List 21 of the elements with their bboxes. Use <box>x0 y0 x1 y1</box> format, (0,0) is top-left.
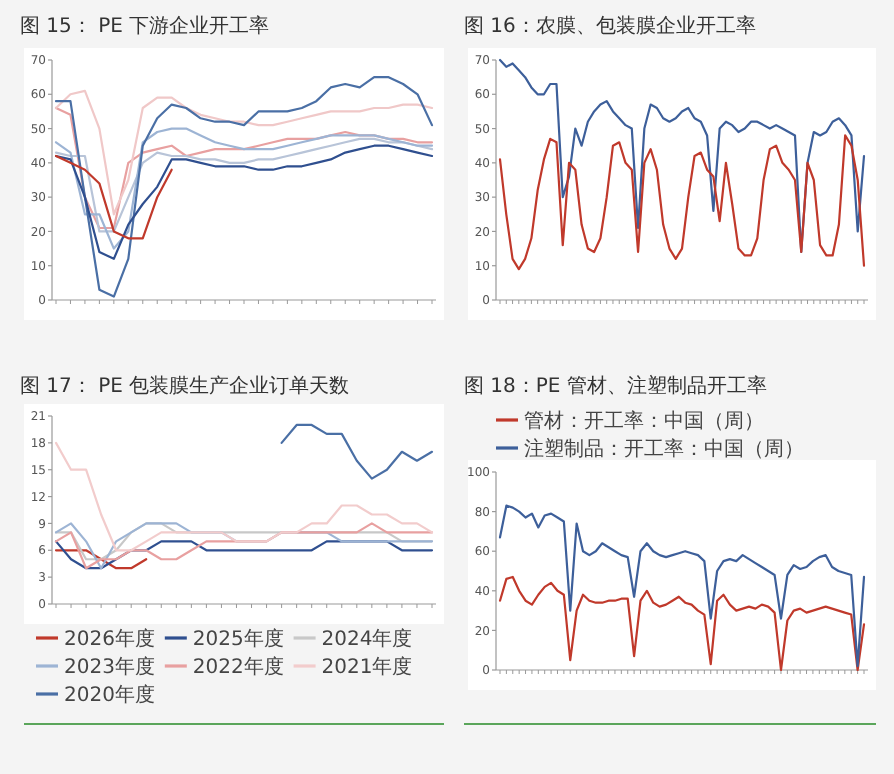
chart-title: 图 15： PE 下游企业开工率 <box>20 14 270 38</box>
legend-label: 2023年度 <box>64 655 155 679</box>
legend-label: 2022年度 <box>192 655 284 679</box>
legend-label: 2020年度 <box>64 683 155 707</box>
chart-title: 图 18：PE 管材、注塑制品开工率 <box>464 374 767 398</box>
chart-title: 图 16：农膜、包装膜企业开工率 <box>464 14 756 38</box>
line-series <box>54 441 434 552</box>
chart-title: 图 17： PE 包装膜生产企业订单天数 <box>20 374 350 398</box>
line-series <box>498 134 866 271</box>
legend-label: 2026年度 <box>64 627 155 651</box>
line-series <box>280 423 434 480</box>
line-series <box>54 154 173 240</box>
legend-label: 2025年度 <box>192 627 284 651</box>
line-series <box>54 144 434 260</box>
line-series <box>54 127 434 250</box>
legend-label: 2021年度 <box>321 655 413 679</box>
line-series <box>54 89 434 216</box>
legend-label: 2024年度 <box>321 627 413 651</box>
line-series <box>54 137 434 233</box>
legend-label: 管材：开工率：中国（周） <box>524 409 764 433</box>
legend-label: 注塑制品：开工率：中国（周） <box>524 437 804 461</box>
